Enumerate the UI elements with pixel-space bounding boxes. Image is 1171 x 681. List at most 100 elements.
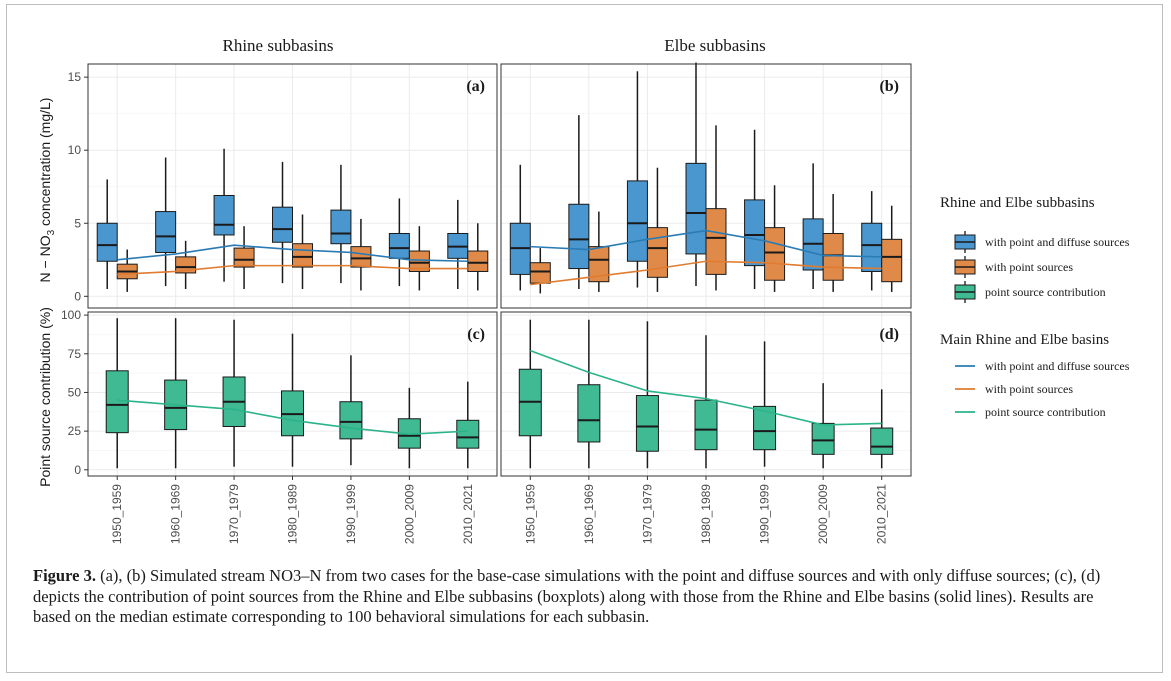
panel-label: (d) [879, 326, 899, 343]
caption-label: Figure 3. [33, 566, 96, 585]
box-body [272, 206, 293, 243]
box-diffuse [155, 157, 177, 287]
box-point [467, 223, 489, 291]
x-tick-label: 2000_2009 [402, 484, 416, 544]
panel-border [500, 63, 912, 309]
box-body [694, 399, 718, 451]
top-y-axis-title: N − NO3 concentration (mg/L) [37, 98, 57, 283]
series-line [117, 399, 468, 436]
panel-label: (c) [467, 326, 485, 343]
box-diffuse [447, 199, 469, 290]
faceted-boxplot-chart: Rhine subbasins Elbe subbasins N − NO3 c… [37, 36, 1130, 544]
box-point [881, 205, 903, 292]
box-point [646, 167, 668, 292]
box-body [861, 222, 883, 272]
box-point [822, 194, 844, 292]
box-body [881, 238, 903, 283]
x-tick-label: 1980_1989 [286, 484, 300, 544]
box-body [292, 243, 313, 268]
x-tick-label: 1950_1959 [110, 484, 124, 544]
y-tick-label: 50 [68, 385, 82, 399]
top-y-axis-title-main: N − NO [37, 235, 53, 282]
y-tick-label: 10 [68, 143, 82, 157]
box-body [408, 250, 430, 272]
y-tick-label: 0 [74, 289, 81, 303]
box-body [568, 203, 590, 270]
box-diffuse [96, 179, 118, 290]
legend-line-label: with point sources [985, 382, 1073, 396]
y-tick-label: 15 [68, 70, 82, 84]
panel-c: 0 25 50 75 100 1950_1959 1960_1969 1970_1979 198… [61, 308, 498, 544]
y-tick-label: 25 [68, 424, 82, 438]
x-tick-label: 1950_1959 [523, 484, 537, 544]
box-body [529, 262, 551, 284]
x-tick-label: 1960_1969 [582, 484, 596, 544]
x-tick-label: 1970_1979 [640, 484, 654, 544]
box-body [577, 384, 601, 443]
box-body [635, 395, 659, 452]
box-contribution [811, 383, 835, 469]
panel-label: (a) [466, 78, 485, 95]
panel-b: (b) [500, 62, 912, 309]
x-tick-label: 2000_2009 [816, 484, 830, 544]
box-body [388, 232, 410, 259]
box-contribution [339, 355, 363, 466]
series-line [117, 264, 468, 276]
box-diffuse [626, 71, 648, 288]
box-body [646, 227, 668, 278]
x-tick-label: 1970_1979 [227, 484, 241, 544]
legend-box-label: point source contribution [985, 285, 1106, 299]
box-contribution [577, 319, 601, 469]
x-tick-label: 2010_2021 [461, 484, 475, 544]
box-contribution [397, 387, 421, 469]
box-diffuse [861, 191, 883, 291]
box-body [213, 194, 235, 236]
box-body [705, 208, 727, 275]
box-contribution [456, 381, 480, 469]
caption-text: (a), (b) Simulated stream NO3–N from two… [33, 566, 1101, 626]
box-body [350, 246, 372, 268]
y-tick-label: 100 [61, 308, 81, 322]
box-point [408, 226, 430, 291]
box-contribution [753, 341, 777, 467]
legend-line-title: Main Rhine and Elbe basins [940, 332, 1109, 348]
box-contribution [164, 318, 188, 469]
box-diffuse [568, 115, 590, 290]
box-body [339, 401, 363, 440]
legend: Rhine and Elbe subbasins with point and … [940, 195, 1130, 419]
box-body [467, 250, 489, 272]
box-diffuse [272, 161, 293, 284]
top-y-axis-title-sub: 3 [46, 229, 57, 235]
panel-border [87, 311, 498, 477]
box-body [588, 246, 610, 283]
box-point [175, 240, 197, 290]
legend-box-swatch [954, 256, 976, 278]
series-line [117, 244, 468, 263]
panel-d: 1950_1959 1960_1969 1970_1979 1980_1989 1990… [500, 311, 912, 544]
box-body [744, 199, 766, 267]
figure-frame [6, 4, 1163, 673]
legend-box-label: with point sources [985, 260, 1073, 274]
legend-box-swatch [954, 281, 976, 303]
box-body [626, 180, 648, 262]
box-contribution [281, 333, 304, 467]
box-body [105, 370, 129, 434]
panel-label: (b) [879, 78, 899, 95]
box-contribution [635, 321, 659, 469]
y-tick-label: 0 [74, 463, 81, 477]
legend-line-label: point source contribution [985, 405, 1106, 419]
box-diffuse [213, 148, 235, 282]
box-point [764, 185, 786, 292]
box-diffuse [802, 163, 824, 290]
box-diffuse [388, 198, 410, 287]
x-tick-label: 2010_2021 [875, 484, 889, 544]
y-tick-label: 5 [74, 216, 81, 230]
box-contribution [518, 319, 542, 469]
series-line [530, 260, 882, 286]
box-contribution [870, 389, 894, 469]
box-body [96, 222, 118, 262]
box-body [685, 162, 707, 255]
box-diffuse [330, 164, 352, 284]
legend-box-label: with point and diffuse sources [985, 235, 1130, 249]
box-contribution [694, 335, 718, 469]
